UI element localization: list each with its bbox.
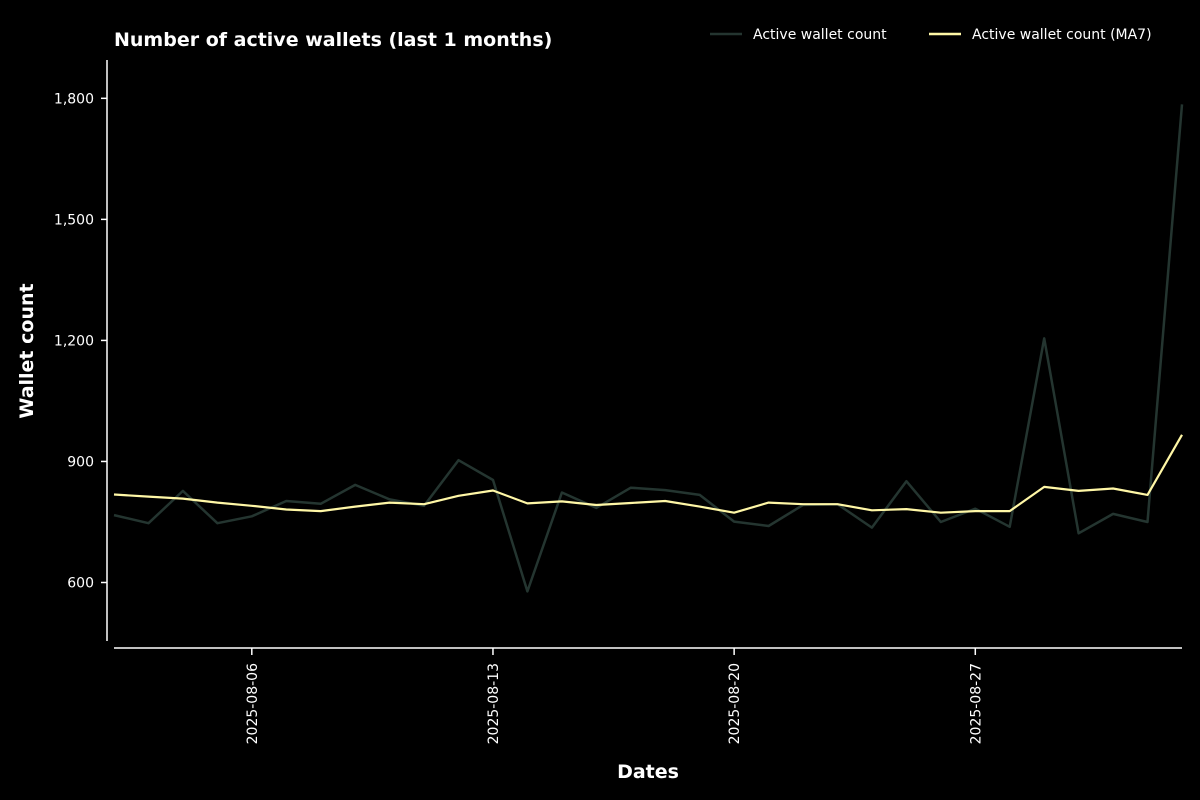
- x-tick-label: 2025-08-27: [968, 663, 984, 744]
- legend: Active wallet count Active wallet count …: [710, 27, 1152, 43]
- y-tick-label: 1,800: [54, 91, 94, 107]
- legend-label-active-wallet-count-ma7: Active wallet count (MA7): [972, 27, 1152, 43]
- series-line-active-wallet-count: [113, 104, 1184, 593]
- y-tick-label: 1,500: [54, 212, 94, 228]
- plot-area: [113, 104, 1184, 593]
- series-line-active-wallet-count-ma7: [113, 434, 1183, 514]
- x-tick-label: 2025-08-20: [727, 663, 743, 744]
- x-axis-label: Dates: [617, 761, 679, 783]
- y-axis-ticks: 600 900 1,200 1,500 1,800: [54, 91, 107, 591]
- x-tick-label: 2025-08-13: [486, 663, 502, 744]
- legend-label-active-wallet-count: Active wallet count: [753, 27, 887, 43]
- y-tick-label: 900: [67, 454, 94, 470]
- y-tick-label: 600: [67, 575, 94, 591]
- x-tick-label: 2025-08-06: [245, 663, 261, 744]
- y-axis-label: Wallet count: [16, 283, 38, 418]
- x-axis-ticks: 2025-08-06 2025-08-13 2025-08-20 2025-08-27: [245, 648, 984, 744]
- chart-title: Number of active wallets (last 1 months): [114, 29, 552, 51]
- y-tick-label: 1,200: [54, 333, 94, 349]
